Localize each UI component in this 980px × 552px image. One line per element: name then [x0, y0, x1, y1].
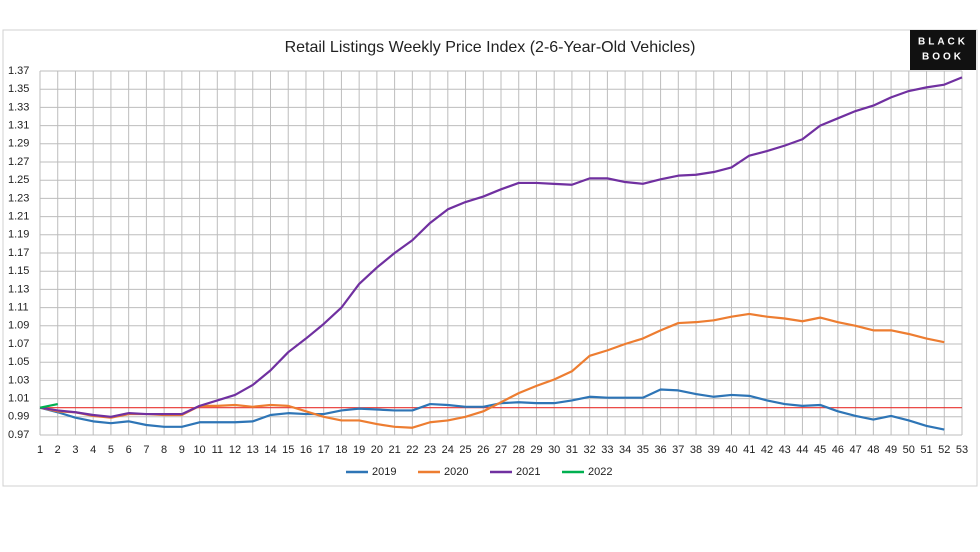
x-tick-label: 25 [459, 444, 471, 456]
series-line [39, 402, 58, 409]
y-tick-label: 1.37 [8, 65, 29, 77]
chart-frame [2, 29, 978, 487]
x-tick-label: 41 [743, 444, 755, 456]
y-tick-label: 1.25 [8, 174, 29, 186]
y-tick-label: 1.19 [8, 229, 29, 241]
x-tick-label: 15 [282, 444, 294, 456]
x-tick-label: 20 [371, 444, 383, 456]
y-tick-label: 1.27 [8, 156, 29, 168]
x-tick-label: 6 [126, 444, 132, 456]
x-tick-label: 50 [903, 444, 915, 456]
x-tick-label: 22 [406, 444, 418, 456]
x-tick-label: 8 [161, 444, 167, 456]
x-tick-label: 40 [725, 444, 737, 456]
x-tick-label: 31 [566, 444, 578, 456]
logo-text: BLACK [918, 37, 968, 48]
x-tick-label: 19 [353, 444, 365, 456]
x-tick-label: 7 [143, 444, 149, 456]
y-tick-label: 1.31 [8, 120, 29, 132]
y-tick-label: 1.03 [8, 374, 29, 386]
x-tick-label: 12 [229, 444, 241, 456]
x-tick-label: 37 [672, 444, 684, 456]
x-tick-label: 44 [796, 444, 808, 456]
x-tick-label: 33 [601, 444, 613, 456]
x-tick-label: 34 [619, 444, 631, 456]
x-tick-label: 24 [442, 444, 454, 456]
y-tick-label: 1.11 [8, 302, 29, 314]
y-tick-label: 1.17 [8, 247, 29, 259]
x-tick-label: 1 [37, 444, 43, 456]
series-line [39, 388, 945, 431]
legend-label: 2021 [516, 466, 540, 478]
y-tick-label: 1.33 [8, 101, 29, 113]
legend-label: 2019 [372, 466, 396, 478]
x-tick-label: 45 [814, 444, 826, 456]
x-tick-label: 35 [637, 444, 649, 456]
x-tick-label: 42 [761, 444, 773, 456]
logo-text: BOOK [922, 52, 964, 63]
y-tick-label: 1.13 [8, 283, 29, 295]
x-tick-label: 27 [495, 444, 507, 456]
x-tick-label: 21 [388, 444, 400, 456]
x-tick-label: 14 [264, 444, 276, 456]
x-tick-label: 36 [654, 444, 666, 456]
y-tick-label: 1.05 [8, 356, 29, 368]
x-tick-label: 10 [193, 444, 205, 456]
x-tick-label: 51 [920, 444, 932, 456]
x-tick-label: 47 [849, 444, 861, 456]
x-tick-label: 26 [477, 444, 489, 456]
x-tick-label: 11 [212, 444, 223, 456]
chart-title: Retail Listings Weekly Price Index (2-6-… [285, 39, 696, 56]
series-line [39, 76, 963, 418]
x-tick-label: 39 [708, 444, 720, 456]
y-tick-label: 1.35 [8, 83, 29, 95]
x-tick-label: 30 [548, 444, 560, 456]
x-tick-label: 28 [513, 444, 525, 456]
x-tick-label: 5 [108, 444, 114, 456]
y-tick-label: 1.07 [8, 338, 29, 350]
x-tick-label: 2 [55, 444, 61, 456]
x-tick-label: 16 [300, 444, 312, 456]
legend-label: 2022 [588, 466, 612, 478]
x-tick-label: 18 [335, 444, 347, 456]
y-tick-label: 1.23 [8, 192, 29, 204]
y-tick-label: 0.99 [8, 411, 29, 423]
x-tick-label: 46 [832, 444, 844, 456]
y-tick-label: 0.97 [8, 429, 29, 441]
x-tick-label: 23 [424, 444, 436, 456]
x-tick-label: 52 [938, 444, 950, 456]
x-tick-label: 17 [318, 444, 330, 456]
y-tick-label: 1.29 [8, 138, 29, 150]
x-tick-label: 9 [179, 444, 185, 456]
x-tick-label: 3 [72, 444, 78, 456]
logo-box [910, 30, 976, 70]
x-tick-label: 43 [779, 444, 791, 456]
y-tick-label: 1.15 [8, 265, 29, 277]
y-tick-label: 1.09 [8, 320, 29, 332]
x-tick-label: 32 [584, 444, 596, 456]
x-tick-label: 49 [885, 444, 897, 456]
x-tick-label: 13 [247, 444, 259, 456]
y-tick-label: 1.21 [8, 211, 29, 223]
x-tick-label: 4 [90, 444, 96, 456]
legend-label: 2020 [444, 466, 468, 478]
x-tick-label: 29 [530, 444, 542, 456]
x-tick-label: 53 [956, 444, 968, 456]
x-tick-label: 48 [867, 444, 879, 456]
x-tick-label: 38 [690, 444, 702, 456]
y-tick-label: 1.01 [8, 393, 29, 405]
